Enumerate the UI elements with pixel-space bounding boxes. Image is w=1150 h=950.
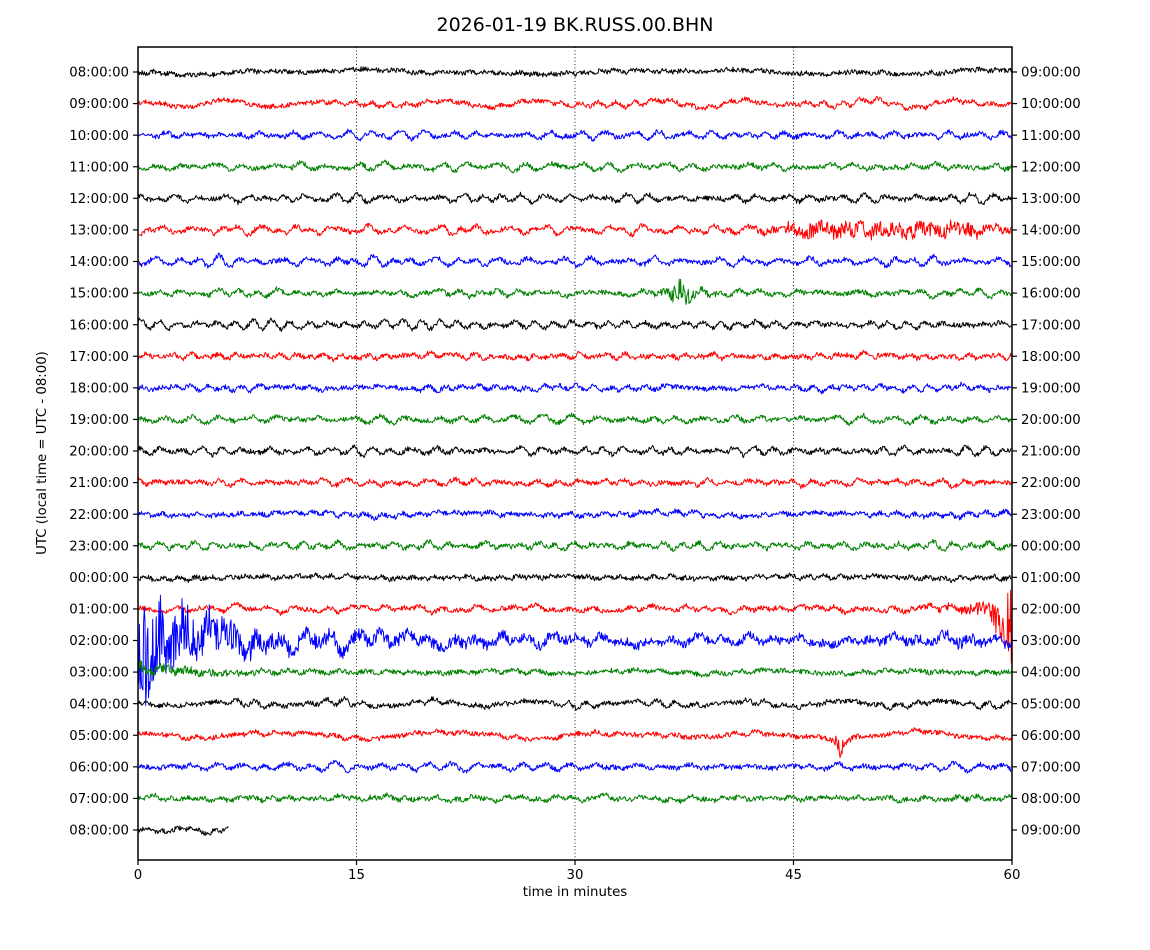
trace-row-utc-000000 xyxy=(138,572,1012,584)
local-row-label-10: 19:00:00 xyxy=(1021,381,1081,396)
trace-row-utc-160000 xyxy=(138,317,1012,332)
local-row-label-15: 00:00:00 xyxy=(1021,539,1081,554)
trace-row-utc-140000 xyxy=(138,252,1012,269)
trace-row-utc-030000 xyxy=(138,660,1012,678)
local-row-label-17: 02:00:00 xyxy=(1021,603,1081,618)
x-tick-label-30: 30 xyxy=(567,868,584,883)
local-row-label-4: 13:00:00 xyxy=(1021,192,1081,207)
utc-row-label-8: 16:00:00 xyxy=(69,318,129,333)
x-tick-label-45: 45 xyxy=(785,868,802,883)
trace-row-utc-230000 xyxy=(138,538,1012,553)
utc-row-label-4: 12:00:00 xyxy=(69,192,129,207)
local-row-label-2: 11:00:00 xyxy=(1021,129,1081,144)
utc-row-label-5: 13:00:00 xyxy=(69,224,129,239)
local-row-label-18: 03:00:00 xyxy=(1021,634,1081,649)
local-row-label-14: 23:00:00 xyxy=(1021,508,1081,523)
local-row-label-12: 21:00:00 xyxy=(1021,445,1081,460)
local-row-label-9: 18:00:00 xyxy=(1021,350,1081,365)
utc-row-label-11: 19:00:00 xyxy=(69,413,129,428)
trace-row-utc-050000 xyxy=(138,727,1012,758)
utc-row-label-14: 22:00:00 xyxy=(69,508,129,523)
trace-row-utc-020000 xyxy=(138,594,1012,706)
utc-row-label-19: 03:00:00 xyxy=(69,666,129,681)
local-row-label-3: 12:00:00 xyxy=(1021,160,1081,175)
utc-row-label-21: 05:00:00 xyxy=(69,729,129,744)
trace-row-utc-080000 xyxy=(138,825,229,836)
grid-layer xyxy=(356,47,794,860)
utc-row-label-10: 18:00:00 xyxy=(69,381,129,396)
local-row-label-1: 10:00:00 xyxy=(1021,97,1081,112)
local-row-label-6: 15:00:00 xyxy=(1021,255,1081,270)
trace-row-utc-190000 xyxy=(138,412,1012,427)
utc-row-label-15: 23:00:00 xyxy=(69,539,129,554)
utc-row-label-9: 17:00:00 xyxy=(69,350,129,365)
local-row-label-5: 14:00:00 xyxy=(1021,224,1081,239)
x-tick-label-15: 15 xyxy=(348,868,365,883)
utc-row-label-22: 06:00:00 xyxy=(69,760,129,775)
utc-row-label-20: 04:00:00 xyxy=(69,697,129,712)
x-tick-label-0: 0 xyxy=(134,868,142,883)
trace-row-utc-040000 xyxy=(138,696,1012,712)
trace-row-utc-150000 xyxy=(138,278,1012,305)
local-row-label-20: 05:00:00 xyxy=(1021,697,1081,712)
trace-row-utc-180000 xyxy=(138,381,1012,395)
trace-row-utc-100000 xyxy=(138,128,1012,142)
local-row-label-24: 09:00:00 xyxy=(1021,824,1081,839)
trace-row-utc-220000 xyxy=(138,507,1012,521)
utc-row-label-18: 02:00:00 xyxy=(69,634,129,649)
utc-row-label-23: 07:00:00 xyxy=(69,792,129,807)
utc-row-label-1: 09:00:00 xyxy=(69,97,129,112)
local-row-label-0: 09:00:00 xyxy=(1021,66,1081,81)
chart-title: 2026-01-19 BK.RUSS.00.BHN xyxy=(436,14,713,36)
local-row-label-19: 04:00:00 xyxy=(1021,666,1081,681)
local-row-label-22: 07:00:00 xyxy=(1021,760,1081,775)
local-row-label-16: 01:00:00 xyxy=(1021,571,1081,586)
trace-row-utc-170000 xyxy=(138,349,1012,363)
utc-row-label-3: 11:00:00 xyxy=(69,160,129,175)
trace-row-utc-060000 xyxy=(138,759,1012,774)
x-axis-label: time in minutes xyxy=(523,885,628,900)
utc-row-label-24: 08:00:00 xyxy=(69,824,129,839)
trace-row-utc-080000 xyxy=(138,66,1012,78)
local-row-label-21: 06:00:00 xyxy=(1021,729,1081,744)
trace-row-utc-120000 xyxy=(138,191,1012,206)
trace-row-utc-090000 xyxy=(138,95,1012,111)
trace-row-utc-110000 xyxy=(138,159,1012,174)
utc-row-label-17: 01:00:00 xyxy=(69,603,129,618)
utc-row-label-13: 21:00:00 xyxy=(69,476,129,491)
utc-row-label-2: 10:00:00 xyxy=(69,129,129,144)
trace-row-utc-130000 xyxy=(138,219,1012,241)
utc-row-label-7: 15:00:00 xyxy=(69,287,129,302)
trace-row-utc-070000 xyxy=(138,792,1012,805)
local-row-label-13: 22:00:00 xyxy=(1021,476,1081,491)
utc-row-label-12: 20:00:00 xyxy=(69,445,129,460)
utc-row-label-0: 08:00:00 xyxy=(69,66,129,81)
trace-row-utc-010000 xyxy=(138,589,1012,664)
trace-layer xyxy=(138,66,1012,836)
trace-row-utc-210000 xyxy=(138,476,1012,490)
y-axis-label: UTC (local time = UTC - 08:00) xyxy=(35,351,50,555)
local-row-label-23: 08:00:00 xyxy=(1021,792,1081,807)
local-row-label-8: 17:00:00 xyxy=(1021,318,1081,333)
x-tick-label-60: 60 xyxy=(1004,868,1021,883)
local-row-label-11: 20:00:00 xyxy=(1021,413,1081,428)
axis-layer: 0 15 30 45 60 08:00:00 09:00:00 09:00:00 10:00:0… xyxy=(69,46,1081,883)
trace-row-utc-200000 xyxy=(138,444,1012,459)
local-row-label-7: 16:00:00 xyxy=(1021,287,1081,302)
utc-row-label-16: 00:00:00 xyxy=(69,571,129,586)
utc-row-label-6: 14:00:00 xyxy=(69,255,129,270)
